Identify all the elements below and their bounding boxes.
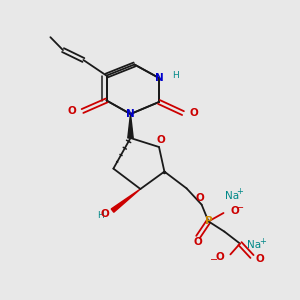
Text: H: H: [97, 211, 104, 220]
Text: −: −: [236, 203, 244, 214]
Text: H: H: [172, 70, 179, 80]
Text: O: O: [256, 254, 264, 265]
Text: O: O: [101, 208, 110, 219]
Text: O: O: [196, 193, 205, 203]
Text: O: O: [230, 206, 239, 217]
Text: Na: Na: [224, 190, 239, 201]
Text: Na: Na: [247, 240, 262, 250]
Text: N: N: [126, 109, 135, 119]
Text: +: +: [260, 237, 266, 246]
Text: O: O: [216, 252, 224, 262]
Text: O: O: [193, 237, 202, 248]
Text: O: O: [189, 108, 198, 118]
Text: −: −: [210, 255, 218, 266]
Text: O: O: [68, 106, 76, 116]
Polygon shape: [111, 189, 140, 212]
Text: O: O: [156, 135, 165, 146]
Text: N: N: [154, 73, 164, 83]
Text: P: P: [205, 216, 212, 226]
Polygon shape: [128, 114, 133, 138]
Text: +: +: [237, 187, 243, 196]
